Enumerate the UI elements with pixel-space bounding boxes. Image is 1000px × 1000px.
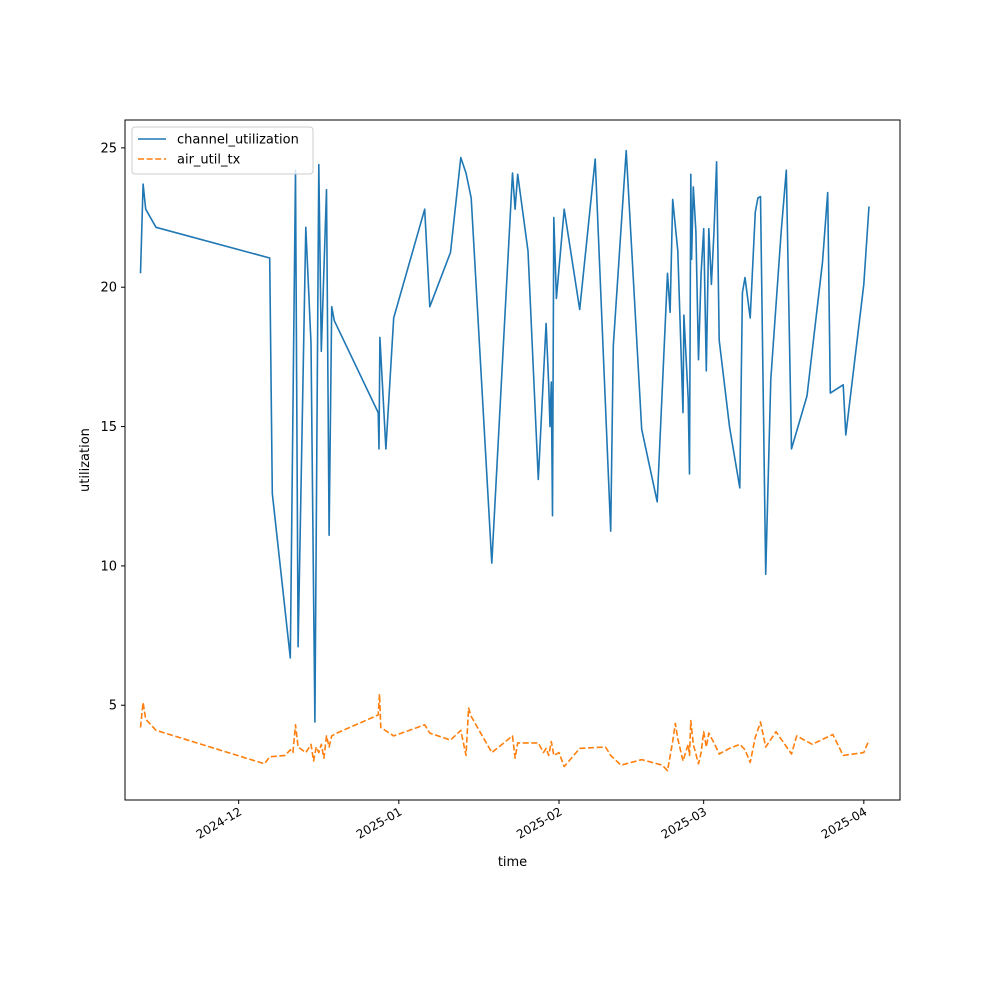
series-layer: [139, 149, 870, 772]
y-axis: 5 10 15 20 25: [100, 141, 125, 714]
y-axis-label: utilization: [78, 428, 93, 492]
plot-area: [124, 119, 901, 801]
legend-label-air-util-tx: air_util_tx: [177, 153, 241, 168]
legend-box: [131, 126, 314, 175]
x-tick-label: 2025-03: [659, 804, 709, 841]
x-axis: 2024-12 2025-01 2025-02 2025-03 2025-04: [194, 800, 869, 842]
x-tick-label: 2025-01: [354, 804, 404, 841]
y-tick-label: 15: [100, 420, 117, 435]
x-tick-label: 2025-04: [819, 804, 869, 841]
y-tick-label: 20: [100, 281, 117, 296]
x-tick-label: 2024-12: [194, 804, 244, 841]
legend-label-channel-utilization: channel_utilization: [177, 133, 299, 148]
x-axis-label: time: [498, 855, 527, 870]
series-line-channel-utilization: [139, 149, 870, 723]
y-tick-label: 5: [109, 699, 117, 714]
x-tick-label: 2025-02: [514, 804, 564, 841]
y-tick-label: 10: [100, 559, 117, 574]
y-tick-label: 25: [100, 141, 117, 156]
series-line-air-util-tx: [139, 693, 870, 772]
legend: channel_utilization air_util_tx: [131, 126, 314, 175]
